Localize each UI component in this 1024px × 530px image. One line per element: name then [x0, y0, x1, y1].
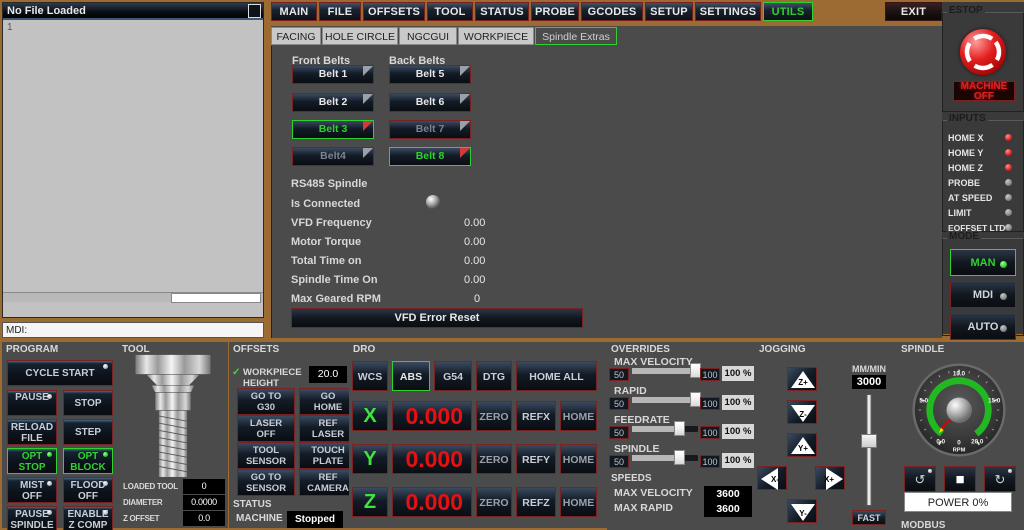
svg-text:Y+: Y+	[798, 444, 808, 453]
svg-text:0: 0	[957, 440, 961, 447]
svg-text:10.0: 10.0	[953, 370, 966, 377]
svg-text:0.0: 0.0	[936, 439, 945, 446]
svg-text:Z+: Z+	[798, 378, 808, 387]
svg-text:X+: X+	[824, 475, 834, 484]
svg-text:Y-: Y-	[799, 509, 807, 518]
svg-text:RPM: RPM	[953, 447, 966, 453]
svg-text:X-: X-	[771, 475, 779, 484]
svg-text:20.0: 20.0	[971, 439, 984, 446]
svg-text:15.0: 15.0	[988, 397, 1001, 404]
svg-text:5.0: 5.0	[919, 397, 928, 404]
svg-text:Z-: Z-	[799, 410, 807, 419]
